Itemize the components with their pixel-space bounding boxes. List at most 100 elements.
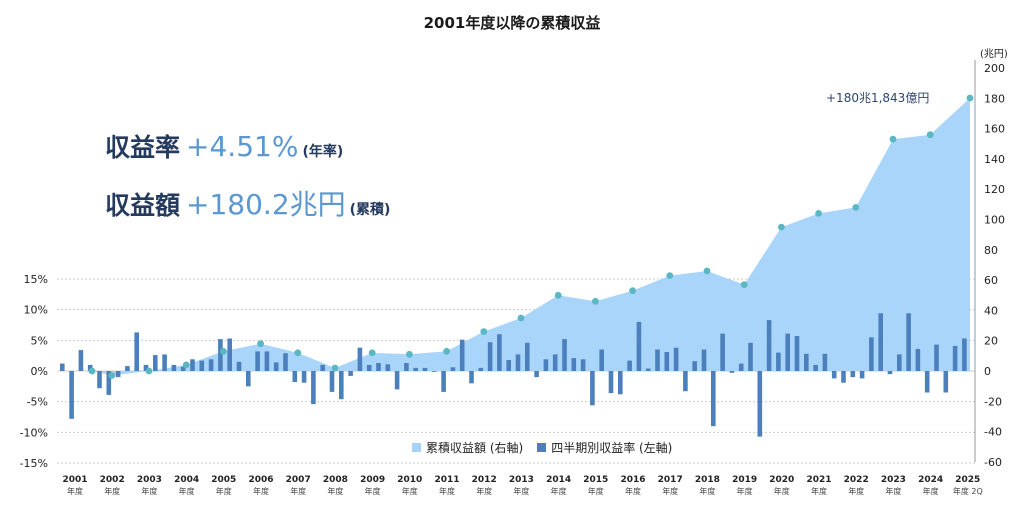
x-tick-sub: 年度: [699, 486, 715, 496]
kpi-amount-value: +180.2兆円: [186, 188, 346, 221]
cumulative-point: [368, 349, 376, 357]
x-tick-year: 2004: [174, 475, 199, 485]
quarterly-bar: [692, 361, 697, 371]
x-tick-year: 2018: [695, 475, 720, 485]
bar-series: [60, 313, 967, 437]
quarterly-bar: [413, 367, 418, 371]
quarterly-bar: [171, 364, 177, 371]
quarterly-bar: [729, 371, 735, 373]
cumulative-point: [815, 210, 822, 217]
quarterly-bar: [301, 371, 307, 383]
right-tick-label: -60: [984, 456, 1002, 469]
x-tick-year: 2016: [620, 475, 645, 485]
left-tick-label: 5%: [31, 334, 48, 347]
chart-title: 2001年度以降の累積収益: [423, 14, 601, 32]
quarterly-bar: [385, 364, 391, 371]
right-tick-label: 160: [984, 123, 1005, 136]
x-tick-sub: 年度: [811, 486, 827, 496]
quarterly-bar: [934, 344, 939, 371]
right-tick-label: 20: [984, 335, 998, 348]
cumulative-point: [554, 291, 562, 299]
x-axis: 2001年度2002年度2003年度2004年度2005年度2006年度2007…: [62, 475, 982, 496]
cumulative-area: [57, 98, 970, 376]
quarterly-bar: [199, 360, 205, 371]
x-tick-sub: 年度: [439, 486, 455, 496]
x-tick-sub: 年度: [179, 486, 195, 496]
legend: 累積収益額 (右軸) 四半期別収益率 (左軸): [412, 439, 672, 456]
cumulative-point: [966, 94, 974, 102]
x-tick-year: 2006: [248, 475, 273, 485]
quarterly-bar: [106, 371, 112, 395]
cumulative-point: [592, 297, 599, 305]
x-tick-sub: 年度 2Q: [953, 486, 983, 496]
legend-item-area: 累積収益額 (右軸): [412, 439, 523, 456]
quarterly-bar: [115, 371, 121, 378]
cumulative-point: [666, 272, 674, 279]
x-tick-sub: 年度: [327, 486, 343, 496]
x-tick-year: 2019: [732, 475, 757, 485]
quarterly-bar: [943, 371, 949, 393]
quarterly-bar: [190, 359, 195, 371]
cumulative-point: [443, 347, 450, 355]
x-tick-year: 2021: [806, 475, 831, 485]
x-tick-sub: 年度: [625, 486, 641, 496]
quarterly-bar: [924, 371, 930, 393]
quarterly-bar: [608, 371, 614, 394]
legend-label-bar: 四半期別収益率 (左軸): [551, 441, 673, 455]
quarterly-bar: [366, 364, 372, 371]
x-tick-year: 2007: [286, 475, 311, 485]
quarterly-bar: [720, 333, 725, 371]
area-markers: [88, 94, 974, 379]
x-tick-year: 2024: [918, 475, 943, 485]
x-tick-sub: 年度: [216, 486, 232, 496]
x-tick-sub: 年度: [848, 486, 864, 496]
x-tick-sub: 年度: [402, 486, 418, 496]
quarterly-bar: [459, 339, 465, 371]
quarterly-bar: [87, 364, 93, 371]
left-tick-label: 10%: [24, 304, 48, 317]
quarterly-bar: [748, 342, 753, 371]
quarterly-bar: [283, 353, 288, 371]
right-tick-label: 0: [984, 365, 991, 378]
quarterly-bar: [208, 359, 214, 371]
kpi-amount-label: 収益額: [105, 191, 181, 220]
right-tick-label: -40: [984, 426, 1002, 439]
quarterly-bar: [292, 371, 298, 382]
quarterly-bar: [153, 355, 158, 371]
x-tick-year: 2023: [881, 475, 906, 485]
cumulative-point: [145, 367, 153, 375]
right-tick-label: 200: [984, 62, 1005, 75]
right-tick-label: 40: [984, 304, 998, 317]
quarterly-bar: [273, 362, 279, 371]
quarterly-bar: [329, 371, 335, 392]
quarterly-bar: [915, 348, 921, 371]
x-tick-sub: 年度: [588, 486, 604, 496]
quarterly-bar: [897, 354, 902, 371]
quarterly-bar: [525, 342, 530, 371]
quarterly-bar: [348, 371, 353, 376]
x-tick-sub: 年度: [67, 486, 83, 496]
quarterly-bar: [552, 354, 558, 371]
quarterly-bar: [906, 313, 911, 371]
x-tick-sub: 年度: [141, 486, 157, 496]
quarterly-bar: [571, 358, 577, 371]
cumulative-point: [406, 350, 413, 358]
x-tick-year: 2005: [211, 475, 236, 485]
quarterly-bar: [962, 338, 967, 371]
x-tick-year: 2015: [583, 475, 608, 485]
left-tick-label: -10%: [20, 426, 48, 439]
cumulative-point: [926, 131, 934, 139]
quarterly-bar: [580, 359, 586, 371]
left-tick-label: 15%: [24, 273, 48, 286]
legend-label-area: 累積収益額 (右軸): [426, 441, 524, 455]
quarterly-bar: [841, 371, 846, 383]
area-series: [57, 98, 970, 376]
right-tick-label: 180: [984, 92, 1005, 105]
quarterly-bar: [711, 371, 716, 427]
x-tick-sub: 年度: [774, 486, 790, 496]
right-tick-label: 140: [984, 153, 1005, 166]
kpi-rate-note: (年率): [302, 144, 344, 160]
quarterly-bar: [218, 339, 223, 371]
quarterly-bar: [645, 368, 651, 371]
